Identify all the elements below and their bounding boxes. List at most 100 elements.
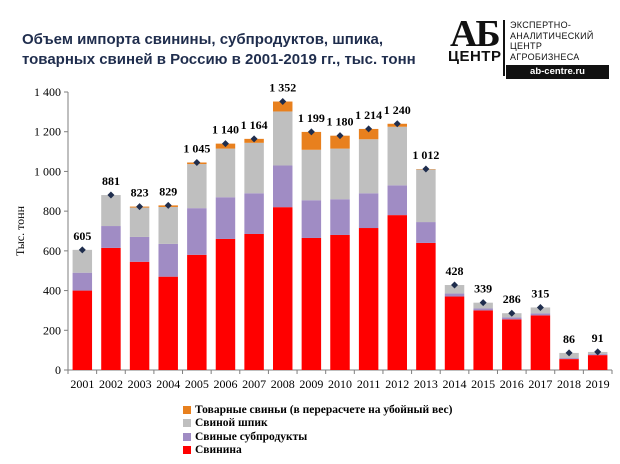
total-data-label: 1 012 [412, 148, 439, 162]
bar-segment-offal [387, 185, 407, 216]
legend-label: Товарные свиньи (в перерасчете на убойны… [195, 403, 453, 416]
bar-segment-pork [301, 237, 322, 370]
bar-segment-pork [473, 310, 493, 370]
bar-segment-offal [530, 313, 551, 316]
bar-segment-pork [215, 238, 236, 370]
legend-swatch [183, 405, 191, 414]
legend-swatch [183, 419, 191, 428]
bar-segment-pork [330, 234, 350, 370]
total-marker [594, 348, 602, 356]
bar-segment-fat [387, 126, 407, 186]
total-data-label: 1 045 [183, 141, 210, 155]
total-marker [336, 132, 344, 140]
x-tick-label: 2016 [500, 377, 524, 391]
total-data-label: 1 140 [212, 123, 239, 137]
total-marker [393, 120, 401, 128]
total-data-label: 829 [159, 184, 177, 198]
x-tick-label: 2017 [528, 377, 552, 391]
x-tick-label: 2013 [414, 377, 438, 391]
x-tick-label: 2010 [328, 377, 352, 391]
total-data-label: 428 [446, 264, 464, 278]
total-marker [136, 203, 144, 211]
legend-label: Свиной шпик [195, 417, 268, 430]
y-tick-label: 800 [43, 204, 61, 218]
bar-segment-offal [72, 272, 93, 291]
bar-segment-offal [215, 197, 236, 239]
bar-segment-fat [301, 149, 322, 201]
bar-segment-fat [158, 206, 178, 244]
bar-segment-pork [416, 242, 436, 370]
total-data-label: 1 240 [384, 103, 411, 117]
x-tick-label: 2001 [70, 377, 94, 391]
bar-segment-fat [444, 285, 465, 294]
bar-segment-pork [587, 355, 608, 370]
bar-segment-pork [101, 247, 121, 370]
bar-segment-offal [301, 200, 322, 238]
x-tick-label: 2002 [99, 377, 123, 391]
legend-item: Товарные свиньи (в перерасчете на убойны… [183, 403, 452, 417]
total-data-label: 339 [474, 282, 492, 296]
logo-caption-line: ЦЕНТР [510, 41, 543, 51]
bar-segment-pork [129, 261, 150, 370]
legend-item: Свиной шпик [183, 417, 452, 431]
total-data-label: 91 [592, 331, 604, 345]
total-marker [221, 140, 229, 148]
total-data-label: 1 214 [355, 108, 382, 122]
legend-item: Свиные субпродукты [183, 430, 452, 444]
total-marker [307, 128, 315, 136]
logo-url: ab-centre.ru [506, 65, 609, 79]
bar-segment-offal [244, 193, 264, 234]
y-axis-title: Тыс. тонн [13, 205, 27, 256]
bar-segment-pork [502, 319, 522, 370]
total-data-label: 1 352 [269, 81, 296, 95]
bar-segment-pork [273, 207, 293, 370]
bar-segment-fat [330, 148, 350, 200]
total-data-label: 1 199 [298, 111, 325, 125]
total-marker [164, 201, 172, 209]
bar-segment-fat [101, 195, 121, 227]
logo-center-word: ЦЕНТР [448, 48, 502, 65]
bar-segment-offal [358, 193, 379, 229]
x-tick-label: 2004 [156, 377, 180, 391]
bar-segment-fat [358, 139, 379, 194]
legend-swatch [183, 446, 191, 455]
bar-segment-fat [416, 169, 436, 223]
legend-label: Свиные субпродукты [195, 430, 308, 443]
total-marker [78, 246, 86, 254]
total-marker [451, 281, 459, 289]
bar-segment-fat [72, 249, 93, 273]
x-tick-label: 2003 [128, 377, 152, 391]
total-data-label: 315 [531, 286, 549, 300]
y-tick-label: 0 [55, 363, 61, 377]
bar-segment-pork [187, 254, 207, 370]
y-tick-label: 1 000 [34, 164, 61, 178]
bar-segment-pork [158, 276, 178, 370]
total-data-label: 1 180 [327, 115, 354, 129]
total-marker [479, 299, 487, 307]
bar-segment-pork [559, 359, 579, 370]
logo-ab-mark: АБ [450, 13, 501, 55]
bar-segment-offal [129, 236, 150, 262]
bar-segment-offal [502, 317, 522, 320]
bar-segment-fat [273, 111, 293, 166]
x-tick-label: 2019 [586, 377, 610, 391]
x-tick-label: 2006 [213, 377, 237, 391]
y-tick-label: 200 [43, 323, 61, 337]
x-tick-label: 2015 [471, 377, 495, 391]
x-tick-label: 2009 [299, 377, 323, 391]
bar-segment-pork [444, 296, 465, 370]
logo-divider [503, 20, 505, 76]
y-tick-label: 1 200 [34, 125, 61, 139]
total-marker [536, 303, 544, 311]
total-marker [508, 309, 516, 317]
chart-title: Объем импорта свинины, субпродуктов, шпи… [22, 31, 416, 68]
y-tick-label: 600 [43, 244, 61, 258]
bar-segment-offal [559, 358, 579, 360]
bar-segment-offal [473, 308, 493, 311]
y-tick-label: 1 400 [34, 85, 61, 99]
total-marker [365, 125, 373, 133]
bar-segment-pork [72, 290, 93, 370]
x-tick-label: 2008 [271, 377, 295, 391]
total-marker [422, 165, 430, 173]
